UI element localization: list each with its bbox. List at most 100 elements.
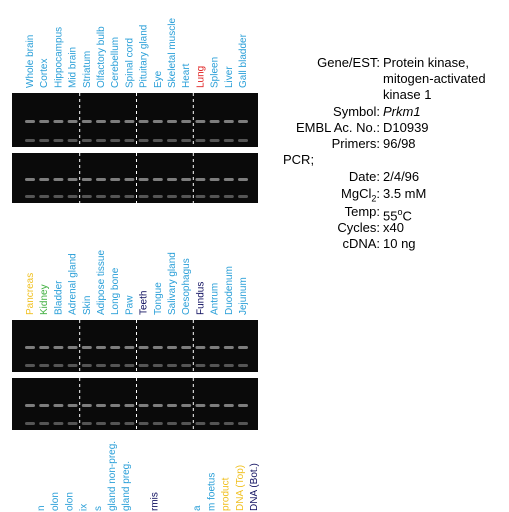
primer-smear — [138, 139, 149, 142]
gel-band — [209, 404, 220, 407]
lane-label: Mid brain — [68, 47, 79, 88]
lane-label: DNA (Top) — [235, 465, 246, 511]
pcr-heading: PCR; — [283, 152, 315, 167]
primer-smear — [124, 422, 135, 425]
primer-smear — [209, 139, 220, 142]
lane-label: olon — [50, 492, 61, 511]
gel-band — [209, 120, 220, 123]
gel-band — [81, 346, 92, 349]
gel-band — [53, 404, 64, 407]
gel-band — [181, 178, 192, 181]
primer-smear — [167, 195, 177, 198]
primer-smear — [81, 422, 92, 425]
info-value: 96/98 — [383, 136, 416, 151]
lane-label: Oesophagus — [181, 258, 192, 315]
primer-smear — [53, 139, 64, 142]
lane-label: Salivary gland — [167, 252, 178, 315]
primer-smear — [25, 422, 35, 425]
lane-label: Olfactory bulb — [96, 26, 107, 88]
gel-band — [67, 178, 78, 181]
lane-label: Bladder — [53, 280, 64, 315]
gel-band — [238, 404, 248, 407]
gel-band — [110, 178, 121, 181]
lane-label: n — [36, 505, 47, 511]
gel-band — [138, 346, 149, 349]
gel-band — [81, 178, 92, 181]
primer-smear — [195, 422, 206, 425]
lane-label: Heart — [181, 63, 192, 88]
primer-smear — [223, 195, 234, 198]
primer-smear — [96, 195, 106, 198]
lane-label: Fundus — [195, 282, 206, 315]
primer-smear — [138, 422, 149, 425]
gel-band — [25, 404, 35, 407]
gel-band — [195, 346, 206, 349]
primer-smear — [39, 422, 50, 425]
lane-label: m foetus — [206, 473, 217, 511]
lane-label: Eye — [153, 70, 164, 88]
primer-smear — [81, 364, 92, 367]
primer-smear — [195, 195, 206, 198]
info-value: kinase 1 — [383, 87, 432, 102]
primer-smear — [53, 195, 64, 198]
lane-label: Teeth — [139, 291, 150, 315]
primer-smear — [25, 195, 35, 198]
primer-smear — [110, 195, 121, 198]
primer-smear — [81, 195, 92, 198]
info-key: Primers: — [331, 136, 380, 151]
gel-band — [39, 346, 50, 349]
gel-band — [223, 178, 234, 181]
lane-label: DNA (Bot.) — [249, 463, 260, 511]
gel-band — [223, 120, 234, 123]
gel-band — [138, 178, 149, 181]
gel-band — [238, 120, 248, 123]
gel-band — [167, 178, 177, 181]
gel-band — [167, 120, 177, 123]
primer-smear — [25, 139, 35, 142]
gel-band — [209, 178, 220, 181]
primer-smear — [67, 195, 78, 198]
superscript: o — [397, 207, 403, 217]
lane-label: Long bone — [110, 267, 121, 315]
gel-band — [124, 346, 135, 349]
lane-label: gland non-preg. — [107, 441, 118, 511]
primer-smear — [167, 422, 177, 425]
lane-label: Hippocampus — [53, 27, 64, 88]
info-key: Temp: — [344, 204, 380, 219]
primer-smear — [96, 139, 106, 142]
primer-smear — [209, 422, 220, 425]
lane-label: Duodenum — [224, 266, 235, 315]
gel-band — [96, 346, 106, 349]
lane-label: Whole brain — [25, 35, 36, 88]
primer-smear — [39, 364, 50, 367]
info-value-text: 55 — [383, 208, 398, 224]
primer-smear — [195, 364, 206, 367]
lane-label: Skin — [82, 296, 93, 315]
lane-label: Spleen — [210, 57, 221, 88]
gel-band — [67, 346, 78, 349]
gel-band — [181, 346, 192, 349]
gel-band — [110, 404, 121, 407]
gel-band — [223, 404, 234, 407]
info-key: Gene/EST: — [317, 55, 380, 70]
primer-smear — [110, 364, 121, 367]
lane-label: rmis — [150, 492, 161, 511]
primer-smear — [152, 422, 163, 425]
gel-band — [181, 120, 192, 123]
lane-label: Spinal cord — [124, 38, 135, 88]
primer-smear — [181, 364, 192, 367]
info-value: 10 ng — [383, 236, 416, 251]
info-key: Date: — [348, 169, 380, 184]
primer-smear — [152, 195, 163, 198]
primer-smear — [67, 422, 78, 425]
primer-smear — [96, 364, 106, 367]
gel-band — [53, 120, 64, 123]
primer-smear — [138, 364, 149, 367]
primer-smear — [124, 139, 135, 142]
primer-smear — [152, 364, 163, 367]
lane-label: Jejunum — [238, 277, 249, 315]
subscript: 2 — [371, 193, 377, 204]
gel-band — [167, 346, 177, 349]
primer-smear — [238, 364, 248, 367]
